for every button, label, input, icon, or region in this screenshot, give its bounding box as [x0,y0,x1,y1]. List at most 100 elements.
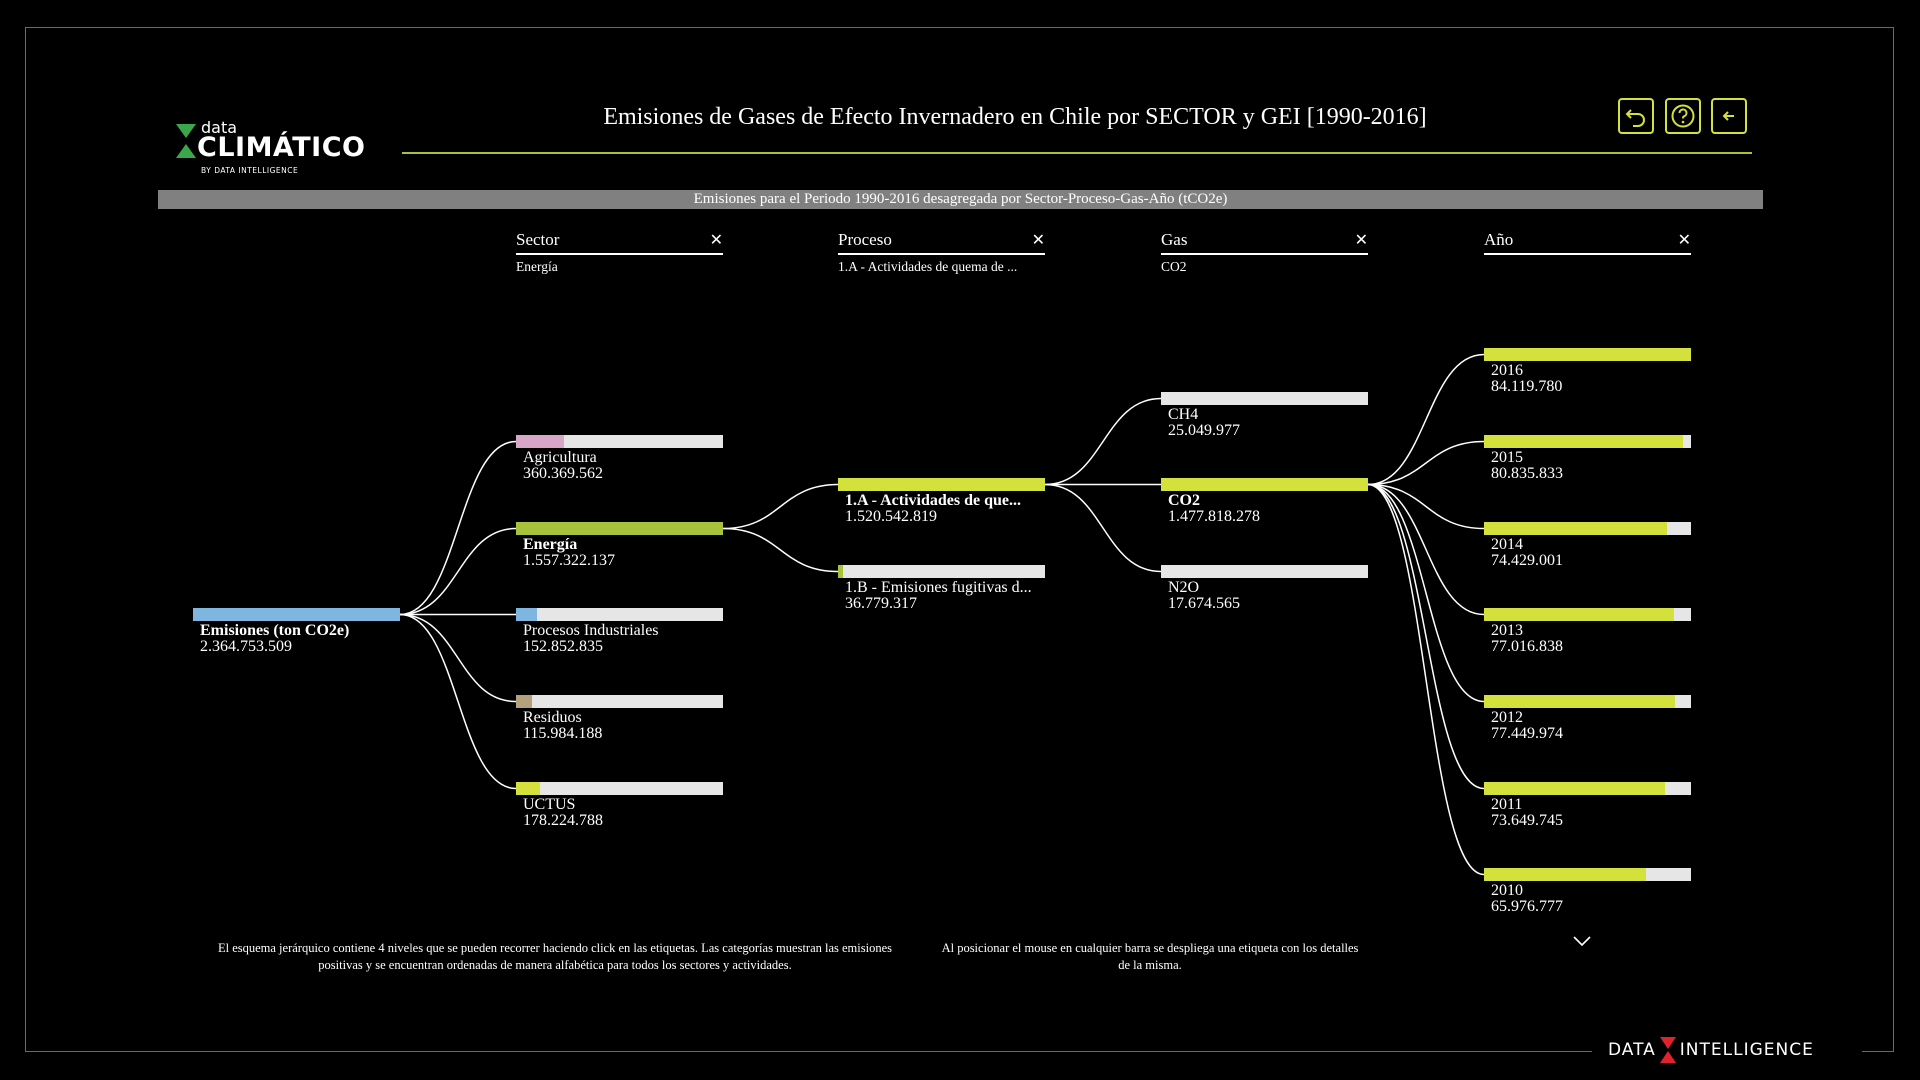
node-name[interactable]: UCTUS [523,796,576,813]
node-bar-track[interactable] [1161,478,1368,491]
node-bar-fill [838,478,1045,491]
node-bar-track[interactable] [1484,608,1691,621]
close-icon[interactable]: ✕ [1031,230,1045,249]
brand-x-icon [1659,1037,1676,1063]
logo-small-text: data [201,118,238,137]
back-button[interactable] [1711,98,1747,134]
tree-node-proceso[interactable]: 1.A - Actividades de que... 1.520.542.819 [838,478,1045,525]
node-bar-track[interactable] [1161,565,1368,578]
node-bar-track[interactable] [1161,392,1368,405]
node-bar-fill [1484,348,1691,361]
node-name[interactable]: 2012 [1491,709,1523,726]
logo-big-text: CLIMÁTICO [197,132,366,163]
node-name[interactable]: CH4 [1168,406,1199,423]
tree-node-anio[interactable]: 2013 77.016.838 [1484,608,1691,655]
chart-subtitle: Emisiones para el Periodo 1990-2016 desa… [158,190,1763,209]
node-bar-fill [1484,868,1646,881]
node-bar-fill [1161,565,1163,578]
node-bar-track[interactable] [1484,522,1691,535]
node-name[interactable]: N2O [1168,579,1200,596]
tree-node-sector[interactable]: Agricultura 360.369.562 [516,435,723,482]
column-underline [516,253,723,255]
tree-link [399,613,517,790]
node-value: 80.835.833 [1491,465,1563,482]
tree-node-gas[interactable]: CH4 25.049.977 [1161,392,1368,439]
node-bar-fill [193,608,400,621]
node-bar-track[interactable] [193,608,400,621]
node-name[interactable]: Residuos [523,709,582,726]
close-icon[interactable]: ✕ [709,230,723,249]
node-value: 1.520.542.819 [845,508,937,525]
tree-node-gas[interactable]: CO2 1.477.818.278 [1161,478,1368,525]
node-value: 152.852.835 [523,638,603,655]
help-button[interactable] [1665,98,1701,134]
chevron-down-icon[interactable] [1572,934,1592,948]
tree-node-anio[interactable]: 2011 73.649.745 [1484,782,1691,829]
node-name[interactable]: 1.A - Actividades de que... [845,492,1022,509]
close-icon[interactable]: ✕ [1354,230,1368,249]
footer-note-left: El esquema jerárquico contiene 4 niveles… [217,941,893,972]
node-name[interactable]: 2011 [1491,796,1523,813]
column-header-sector: Sector ✕ Energía [516,230,723,274]
tree-node-sector[interactable]: Energía 1.557.322.137 [516,522,723,569]
node-value: 73.649.745 [1491,812,1563,829]
node-value: 115.984.188 [523,725,603,742]
tree-node-anio[interactable]: 2014 74.429.001 [1484,522,1691,569]
tree-node-sector[interactable]: Procesos Industriales 152.852.835 [516,608,723,655]
tree-root-node[interactable]: Emisiones (ton CO2e) 2.364.753.509 [193,608,400,655]
node-value: 17.674.565 [1168,595,1240,612]
node-bar-track[interactable] [1484,435,1691,448]
node-name[interactable]: 2016 [1491,362,1523,379]
help-icon [1671,104,1695,128]
tree-node-proceso[interactable]: 1.B - Emisiones fugitivas d... 36.779.317 [838,565,1045,612]
node-bar-fill [1484,782,1665,795]
node-bar-track[interactable] [838,565,1045,578]
node-bar-track[interactable] [1484,868,1691,881]
node-value: 1.557.322.137 [523,552,615,569]
undo-button[interactable] [1618,98,1654,134]
tree-link [1367,483,1485,530]
node-name[interactable]: 2013 [1491,622,1523,639]
node-name[interactable]: 2014 [1491,536,1523,553]
tree-node-sector[interactable]: UCTUS 178.224.788 [516,782,723,829]
tree-link [399,527,517,616]
node-bar-track[interactable] [1484,695,1691,708]
column-label: Sector [516,230,560,249]
column-underline [1484,253,1691,255]
node-name[interactable]: Energía [523,536,578,553]
tree-node-anio[interactable]: 2012 77.449.974 [1484,695,1691,742]
tree-node-gas[interactable]: N2O 17.674.565 [1161,565,1368,612]
node-bar-fill [516,435,564,448]
node-bar-track[interactable] [516,695,723,708]
column-header-anio: Año ✕ [1484,230,1691,255]
node-bar-fill [1484,608,1674,621]
node-name[interactable]: 2010 [1491,882,1523,899]
node-bar-track[interactable] [838,478,1045,491]
title-underline [402,152,1752,154]
node-bar-track[interactable] [1484,348,1691,361]
node-bar-track[interactable] [516,522,723,535]
node-bar-track[interactable] [516,608,723,621]
tree-link [399,440,517,616]
tree-node-anio[interactable]: 2010 65.976.777 [1484,868,1691,915]
node-bar-track[interactable] [516,435,723,448]
page-title: Emisiones de Gases de Efecto Invernadero… [603,104,1427,130]
node-bar-fill [516,522,723,535]
node-bar-track[interactable] [1484,782,1691,795]
node-value: 74.429.001 [1491,552,1563,569]
node-value: 77.016.838 [1491,638,1563,655]
node-name[interactable]: CO2 [1168,492,1200,509]
node-name[interactable]: Emisiones (ton CO2e) [200,622,350,639]
tree-node-anio[interactable]: 2015 80.835.833 [1484,435,1691,482]
tree-node-sector[interactable]: Residuos 115.984.188 [516,695,723,742]
node-bar-track[interactable] [516,782,723,795]
node-value: 77.449.974 [1491,725,1563,742]
node-name[interactable]: 1.B - Emisiones fugitivas d... [845,579,1032,596]
tree-node-anio[interactable]: 2016 84.119.780 [1484,348,1691,395]
node-name[interactable]: Procesos Industriales [523,622,659,639]
column-label: Proceso [838,230,892,249]
close-icon[interactable]: ✕ [1677,230,1691,249]
node-name[interactable]: Agricultura [523,449,597,466]
node-name[interactable]: 2015 [1491,449,1523,466]
column-filter: Energía [516,259,558,274]
